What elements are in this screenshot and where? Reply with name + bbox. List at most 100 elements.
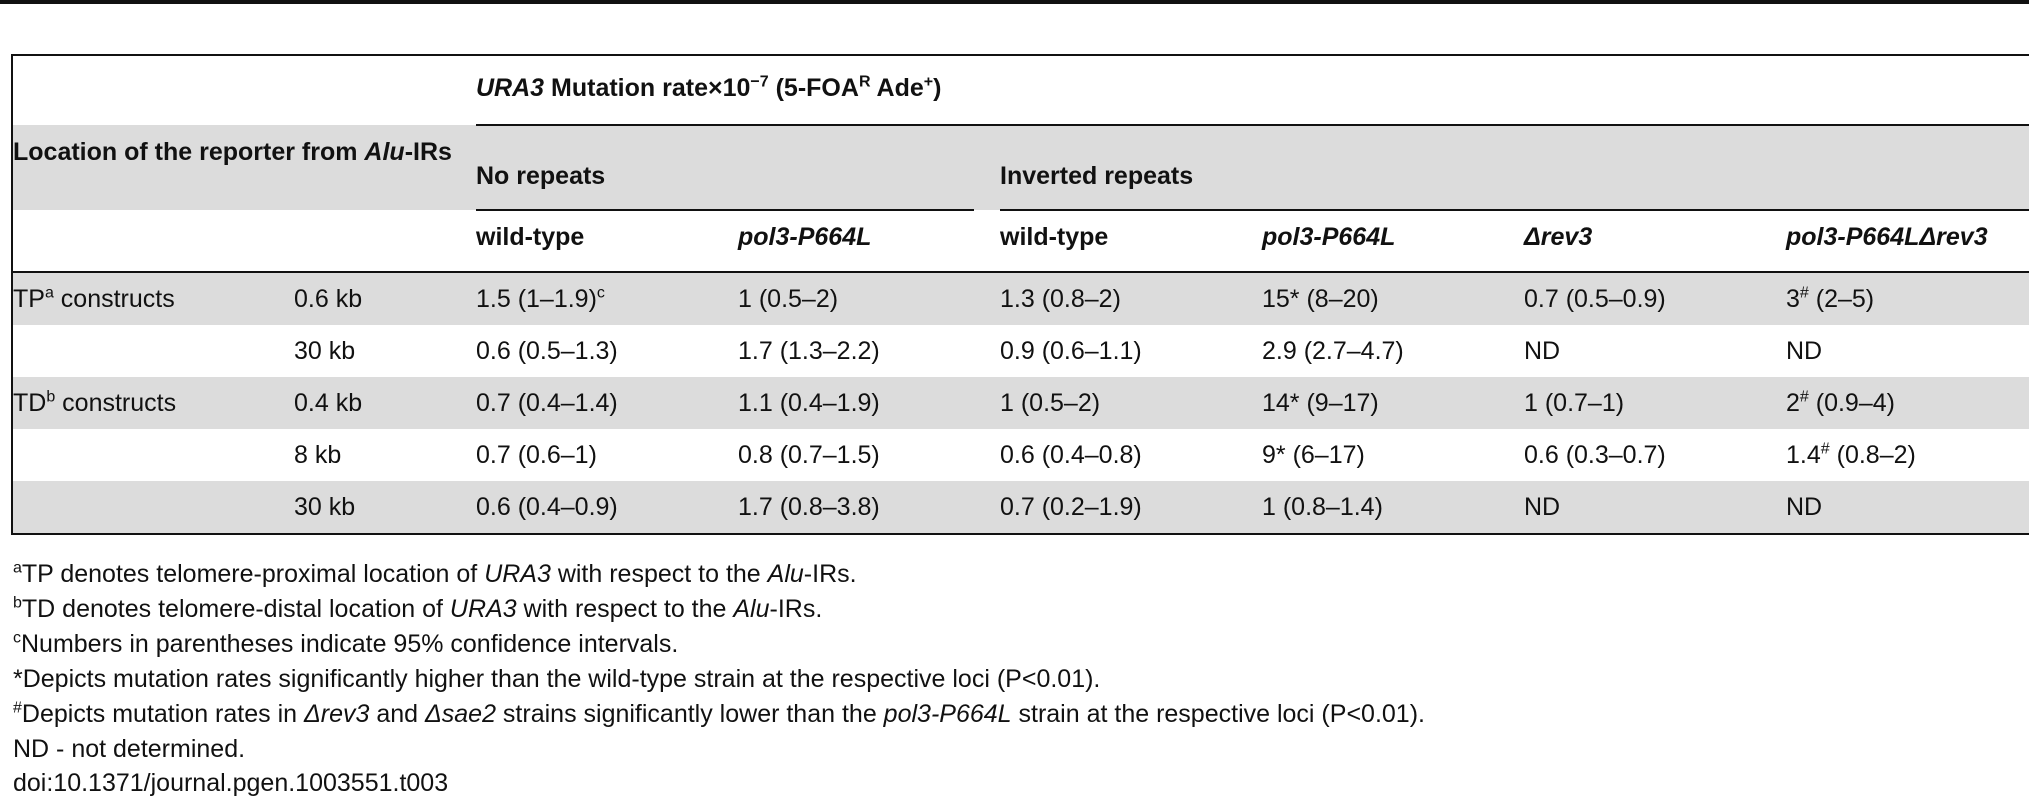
text: (0.9–4) <box>1808 389 1895 417</box>
text: 1.4 <box>1786 441 1821 469</box>
text: + <box>923 73 934 91</box>
distance: 0.6 kb <box>294 285 363 313</box>
text: Location of the reporter from <box>13 138 365 166</box>
text: # <box>1799 388 1809 406</box>
cell: ND <box>1524 337 1560 366</box>
footnote: #Depicts mutation rates in Δrev3 and Δsa… <box>13 700 1425 729</box>
text: Alu <box>767 560 804 588</box>
cell: 0.7 (0.4–1.4) <box>476 389 618 418</box>
row-band <box>13 481 2029 533</box>
cell: 1 (0.7–1) <box>1524 389 1624 418</box>
cell: 15* (8–20) <box>1262 285 1379 314</box>
text: ND <box>1786 337 1823 365</box>
cell: ND <box>1786 493 1822 522</box>
text: 1.1 (0.4–1.9) <box>738 389 880 417</box>
cell: 1.1 (0.4–1.9) <box>738 389 880 418</box>
cell: 0.8 (0.7–1.5) <box>738 441 880 470</box>
text: 0.6 (0.5–1.3) <box>476 337 618 365</box>
rule <box>476 209 974 211</box>
column-header: Δrev3 <box>1524 223 1593 251</box>
rule <box>13 533 2029 535</box>
cell: 0.9 (0.6–1.1) <box>1000 337 1142 366</box>
left-rule <box>11 54 13 535</box>
row-label: TPa constructs <box>13 285 175 314</box>
text: Alu <box>364 138 405 166</box>
text: -IRs. <box>803 560 857 588</box>
text: 0.6 (0.4–0.8) <box>1000 441 1142 469</box>
cell: 0.7 (0.6–1) <box>476 441 597 470</box>
text: URA3 <box>484 560 551 588</box>
text: 0.7 (0.4–1.4) <box>476 389 618 417</box>
cell: 1.4# (0.8–2) <box>1786 441 1916 470</box>
text: 0.6 (0.4–0.9) <box>476 493 618 521</box>
distance: 8 kb <box>294 441 342 469</box>
inverted-repeats: Inverted repeats <box>1000 162 1194 190</box>
text: ND <box>1524 493 1561 521</box>
rule <box>1000 209 2029 211</box>
text: 1.5 (1–1.9) <box>476 285 597 313</box>
column-header: wild-type <box>476 223 585 251</box>
footnote: ND - not determined. <box>13 735 246 763</box>
text: pol3-P664L <box>883 700 1012 728</box>
no-repeats: No repeats <box>476 162 606 190</box>
row-label: TDb constructs <box>13 389 176 418</box>
location-header: Location of the reporter from Alu-IRs <box>13 136 453 168</box>
text: a <box>13 559 22 577</box>
text: constructs <box>55 389 177 417</box>
text: strain at the respective loci (P <box>1011 700 1347 728</box>
group-header: URA3 Mutation rate×10−7 (5-FOAR Ade+) <box>476 74 941 103</box>
cell: 1 (0.8–1.4) <box>1262 493 1383 522</box>
footnote: bTD denotes telomere-distal location of … <box>13 595 822 624</box>
column-header: pol3-P664L <box>1262 223 1396 251</box>
text: # <box>1799 284 1809 302</box>
text: # <box>1820 440 1830 458</box>
text: ×10 <box>707 74 751 102</box>
distance: 0.4 kb <box>294 389 363 417</box>
cell: 0.7 (0.5–0.9) <box>1524 285 1666 314</box>
text: -IRs <box>404 138 452 166</box>
rule <box>13 271 2029 273</box>
text: 1.7 (0.8–3.8) <box>738 493 880 521</box>
text: Depicts mutation rates in <box>21 700 304 728</box>
cell: ND <box>1524 493 1560 522</box>
cell: 0.7 (0.2–1.9) <box>1000 493 1142 522</box>
text: constructs <box>53 285 175 313</box>
text: 0.01). <box>1361 700 1425 728</box>
footnote: doi:10.1371/journal.pgen.1003551.t003 <box>13 769 449 797</box>
text: Δrev3 <box>303 700 370 728</box>
text: Mutation rate <box>544 74 708 102</box>
text: URA3 <box>449 595 517 623</box>
text: TD denotes telomere-distal location of <box>21 595 450 623</box>
cell: 14* (9–17) <box>1262 389 1379 418</box>
cell: 2.9 (2.7–4.7) <box>1262 337 1404 366</box>
text: TD <box>13 389 47 417</box>
text: ) <box>933 74 942 102</box>
text: b <box>46 388 56 406</box>
text: 1.7 (1.3–2.2) <box>738 337 880 365</box>
column-header: pol3-P664LΔrev3 <box>1786 223 1988 251</box>
text: Ade <box>870 74 924 102</box>
text: < <box>1346 700 1362 728</box>
cell: ND <box>1786 337 1822 366</box>
text: 1 (0.5–2) <box>738 285 839 313</box>
cell: 1.5 (1–1.9)c <box>476 285 605 314</box>
text: Numbers in parentheses indicate 95% conf… <box>21 630 679 658</box>
cell: 1.7 (0.8–3.8) <box>738 493 880 522</box>
text: and <box>369 700 425 728</box>
cell: 9* (6–17) <box>1262 441 1365 470</box>
text: *Depicts mutation rates significantly hi… <box>13 665 1022 693</box>
text: −7 <box>750 73 769 91</box>
cell: 0.6 (0.4–0.9) <box>476 493 618 522</box>
rule <box>476 124 2029 126</box>
text: 0.9 (0.6–1.1) <box>1000 337 1142 365</box>
cell: 1.7 (1.3–2.2) <box>738 337 880 366</box>
header-band <box>13 125 2029 210</box>
text: 0.6 (0.3–0.7) <box>1524 441 1666 469</box>
cell: 1 (0.5–2) <box>1000 389 1100 418</box>
cell: 2# (0.9–4) <box>1786 389 1895 418</box>
text: (0.8–2) <box>1829 441 1916 469</box>
text: 15* (8–20) <box>1262 285 1379 313</box>
cell: 3# (2–5) <box>1786 285 1874 314</box>
top-rule <box>0 0 2029 4</box>
text: Δsae2 <box>425 700 496 728</box>
